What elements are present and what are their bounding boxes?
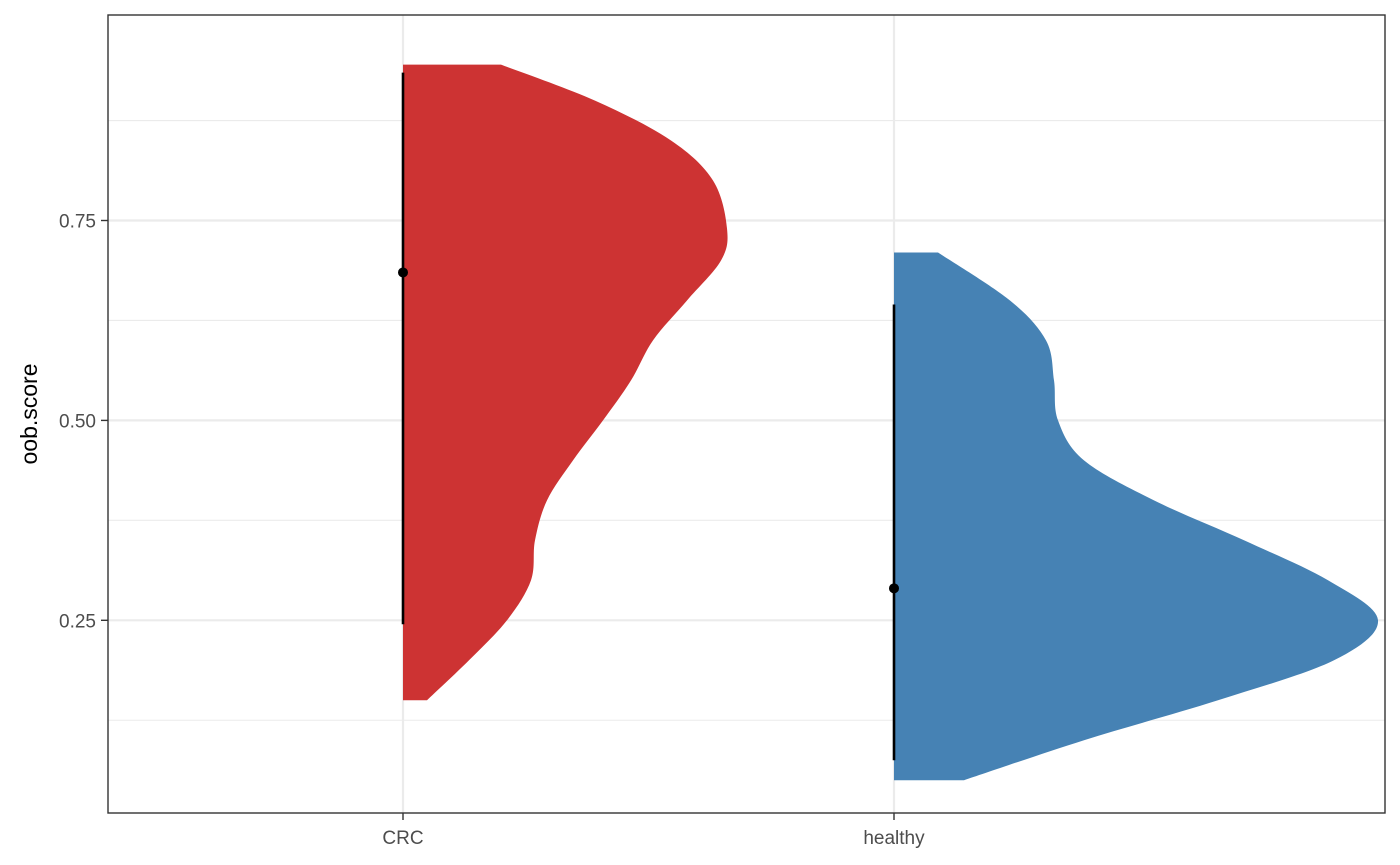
y-axis-title: oob.score — [16, 363, 42, 464]
violin-healthy — [894, 252, 1379, 781]
axes: 0.25 0.50 0.75 CRC healthy — [59, 211, 925, 849]
y-tick-label-2: 0.75 — [59, 211, 96, 232]
panel-border — [107, 14, 1386, 814]
x-tick-label-0: CRC — [382, 828, 423, 849]
y-tick-label-0: 0.25 — [59, 611, 96, 632]
x-tick-label-1: healthy — [863, 828, 925, 849]
summary-point-healthy — [889, 583, 899, 594]
summary-marks — [398, 72, 899, 761]
violin-crc — [403, 64, 728, 701]
violins — [403, 64, 1379, 781]
summary-point-crc — [398, 267, 408, 278]
y-tick-label-1: 0.50 — [59, 411, 96, 432]
